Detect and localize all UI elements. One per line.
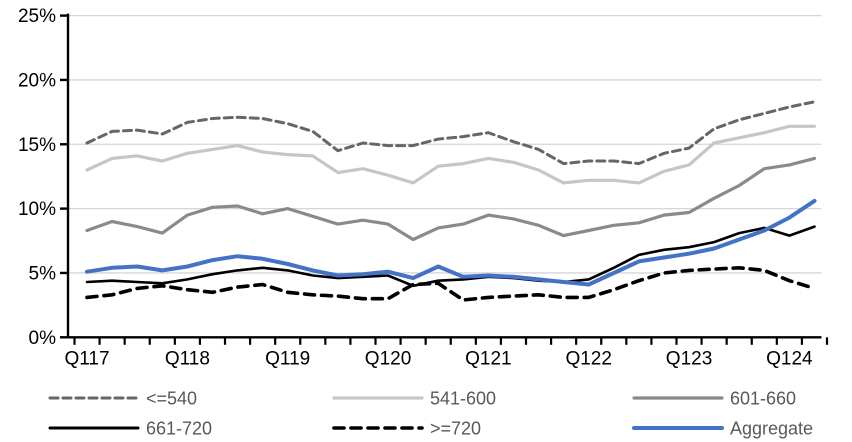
legend-label: 661-720 [146,419,212,439]
series-gte-720 [85,265,817,302]
legend-item-lte-540: <=540 [48,389,197,409]
series-lte-540 [85,100,816,166]
y-tick-label: 15% [18,135,56,156]
legend-label: 541-600 [430,389,496,409]
y-tick-label: 20% [18,70,56,91]
y-tick-label: 5% [29,263,57,284]
legend-label: <=540 [146,389,197,409]
x-tick-label: Q121 [465,348,511,369]
legend-item-541-600: 541-600 [332,389,496,409]
gridlines [68,14,822,274]
axes [66,13,822,339]
x-tick-label: Q120 [365,348,411,369]
x-tick-label: Q122 [565,348,611,369]
series-661-720 [85,225,816,288]
series-601-660 [85,156,817,242]
y-tick-label: 0% [29,328,57,349]
legend-label: Aggregate [730,419,813,439]
series-541-600 [85,124,817,185]
legend-item-gte-720: >=720 [332,419,481,439]
series-aggregate [85,198,817,287]
x-tick-label: Q118 [165,348,210,369]
legend-label: >=720 [430,419,481,439]
y-tick-label: 10% [18,199,56,220]
y-tick-label: 25% [18,6,56,27]
x-axis-labels: Q117 Q118 Q119 Q120 Q121 Q122 Q123 Q124 [65,337,829,369]
legend-item-661-720: 661-720 [48,419,212,439]
y-axis-labels: 0% 5% 10% 15% 20% 25% [18,6,68,349]
x-tick-label: Q117 [65,348,110,369]
series-lines [85,100,817,302]
legend-item-601-660: 601-660 [632,389,796,409]
legend-item-aggregate: Aggregate [632,419,813,439]
legend: <=540 541-600 601-660 661-720 >=720 Aggregate [48,389,813,439]
x-tick-label: Q123 [666,348,712,369]
x-tick-label: Q124 [766,348,813,369]
x-tick-label: Q119 [265,348,310,369]
legend-label: 601-660 [730,389,796,409]
